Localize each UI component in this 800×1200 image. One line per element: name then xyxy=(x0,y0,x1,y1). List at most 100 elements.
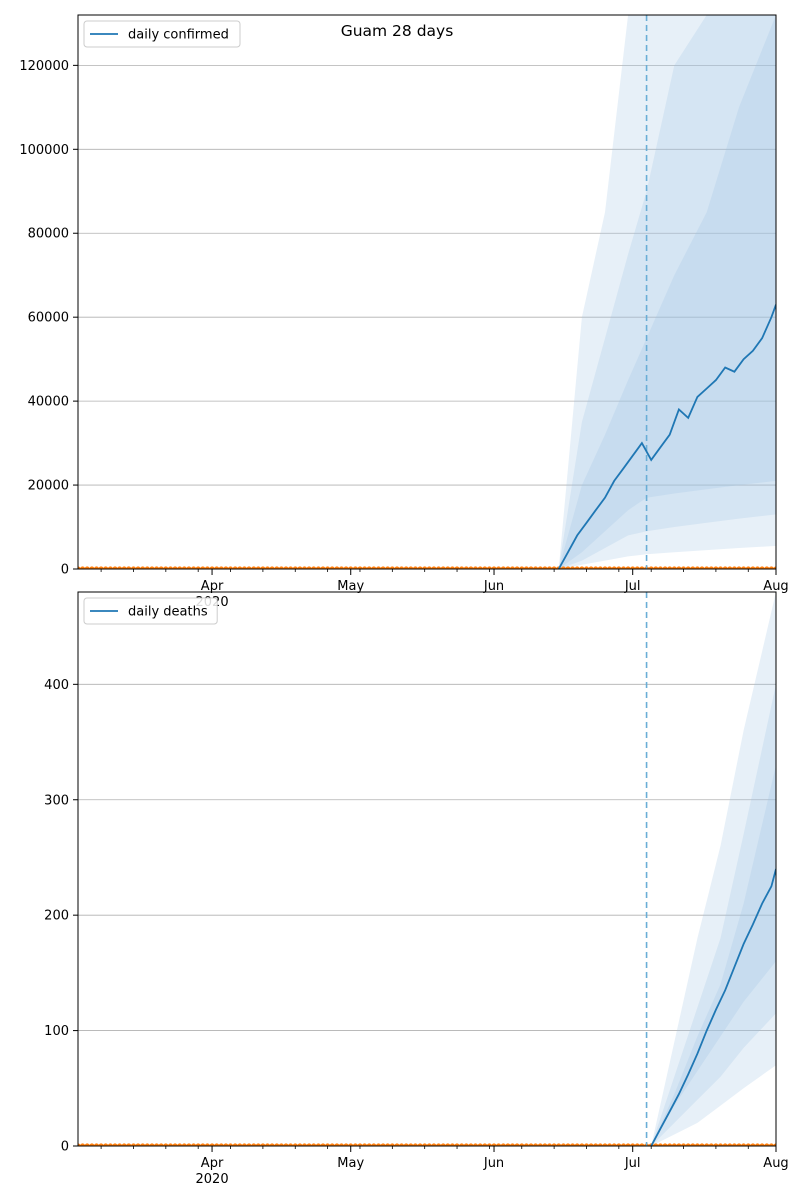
observed-point xyxy=(445,1143,451,1146)
observed-point xyxy=(680,566,687,569)
observed-point xyxy=(449,1143,455,1146)
y-tick-label: 400 xyxy=(44,678,69,693)
legend-box xyxy=(83,597,218,625)
observed-point xyxy=(459,566,465,569)
observed-point xyxy=(362,566,368,569)
y-tick-label: 120000 xyxy=(19,59,69,74)
observed-point xyxy=(463,566,469,569)
observed-point xyxy=(214,1143,220,1146)
observed-point xyxy=(630,1143,636,1146)
observed-point xyxy=(505,1143,511,1146)
observed-point xyxy=(130,566,137,569)
observed-point xyxy=(440,1143,446,1146)
observed-point xyxy=(315,1143,321,1146)
observed-point xyxy=(399,1143,405,1146)
observed-point xyxy=(241,1143,247,1146)
y-tick-label: 0 xyxy=(61,1140,69,1155)
observed-point xyxy=(722,1143,728,1146)
observed-point xyxy=(583,1143,590,1146)
legend-label: daily deaths xyxy=(128,605,208,620)
observed-point xyxy=(620,1143,627,1146)
observed-point xyxy=(768,1143,774,1146)
observed-point xyxy=(704,566,710,569)
observed-point xyxy=(496,566,502,569)
observed-point xyxy=(713,566,719,569)
observed-point xyxy=(482,1143,488,1146)
observed-point xyxy=(375,566,382,569)
observed-point xyxy=(741,1143,747,1146)
observed-point xyxy=(283,1143,289,1146)
observed-point xyxy=(186,566,192,569)
observed-point xyxy=(403,1143,409,1146)
observed-point xyxy=(325,1143,331,1146)
observed-point xyxy=(112,1143,118,1146)
x-tick-label: Apr xyxy=(201,1156,224,1171)
y-tick-label: 60000 xyxy=(28,311,69,326)
observed-point xyxy=(352,1143,358,1146)
observed-point xyxy=(764,1143,770,1146)
observed-point xyxy=(671,1143,677,1146)
observed-point xyxy=(297,566,303,569)
observed-point xyxy=(662,566,668,569)
observed-point xyxy=(694,1143,700,1146)
observed-point xyxy=(214,566,220,569)
observed-point xyxy=(519,1143,525,1146)
y-tick-label: 300 xyxy=(44,793,69,808)
observed-point xyxy=(107,566,113,569)
observed-point xyxy=(449,566,455,569)
observed-point xyxy=(523,566,529,569)
observed-point xyxy=(597,566,603,569)
y-tick-label: 80000 xyxy=(28,227,69,242)
observed-point xyxy=(144,1143,150,1146)
observed-point xyxy=(676,566,682,569)
observed-point xyxy=(472,566,479,569)
observed-point xyxy=(140,566,146,569)
observed-point xyxy=(98,1143,104,1146)
observed-point xyxy=(135,566,141,569)
observed-point xyxy=(117,566,123,569)
observed-point xyxy=(477,1143,483,1146)
observed-point xyxy=(408,1143,414,1146)
observed-point xyxy=(241,566,247,569)
observed-point xyxy=(278,566,284,569)
observed-point xyxy=(509,566,516,569)
observed-point xyxy=(768,566,774,569)
observed-point xyxy=(288,1143,294,1146)
observed-point xyxy=(195,1143,201,1146)
observed-point xyxy=(149,1143,155,1146)
observed-point xyxy=(486,566,492,569)
observed-point xyxy=(260,1143,266,1146)
figure-title: Guam 28 days xyxy=(341,22,454,40)
observed-point xyxy=(158,566,164,569)
observed-point xyxy=(315,566,321,569)
observed-point xyxy=(338,566,345,569)
observed-point xyxy=(264,1143,271,1146)
observed-point xyxy=(232,566,238,569)
observed-point xyxy=(89,566,95,569)
observed-point xyxy=(380,566,386,569)
observed-point xyxy=(306,566,312,569)
observed-point xyxy=(699,1143,705,1146)
observed-point xyxy=(227,1143,234,1146)
observed-point xyxy=(357,1143,363,1146)
y-tick-label: 200 xyxy=(44,909,69,924)
observed-point xyxy=(731,1143,737,1146)
observed-point xyxy=(126,1143,132,1146)
observed-point xyxy=(422,566,428,569)
observed-point xyxy=(357,566,363,569)
observed-point xyxy=(560,1143,566,1146)
observed-point xyxy=(167,1143,174,1146)
observed-point xyxy=(385,1143,391,1146)
observed-point xyxy=(177,1143,183,1146)
observed-point xyxy=(625,566,631,569)
observed-point xyxy=(223,1143,229,1146)
observed-point xyxy=(639,566,645,569)
observed-point xyxy=(417,566,423,569)
observed-point xyxy=(93,1143,100,1146)
observed-point xyxy=(602,1143,608,1146)
observed-point xyxy=(519,566,525,569)
observed-point xyxy=(500,566,506,569)
observed-point xyxy=(269,566,275,569)
observed-point xyxy=(634,1143,640,1146)
observed-point xyxy=(741,566,747,569)
